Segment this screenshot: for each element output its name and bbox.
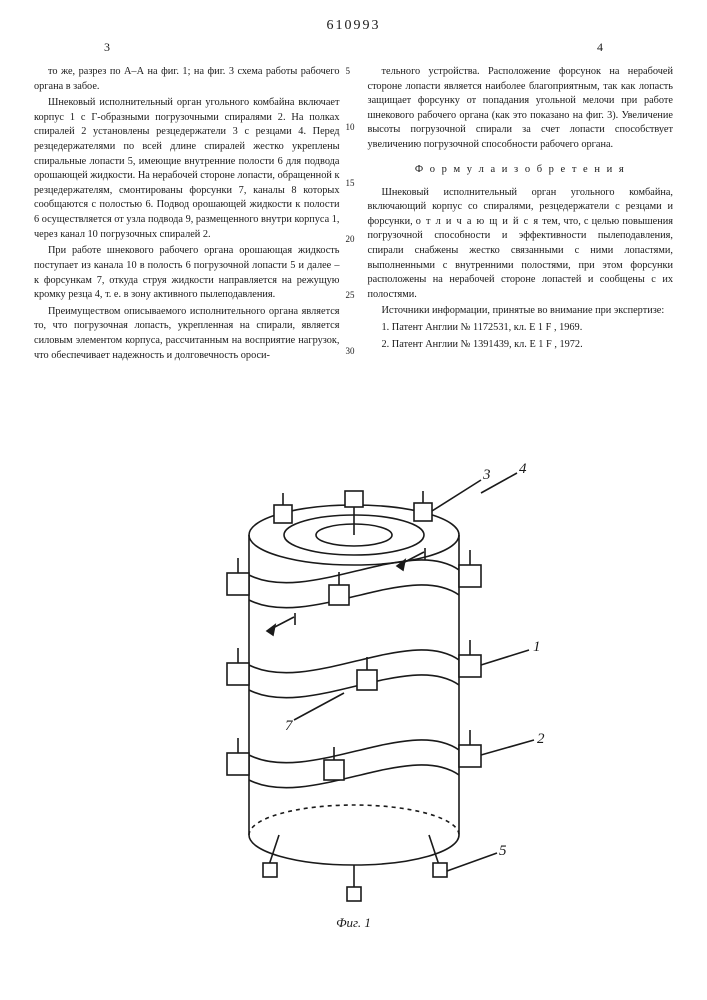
auger-diagram-svg: 4 3 1 2 5 7 — [119, 455, 589, 910]
page-number-left: 3 — [104, 40, 110, 55]
figure-caption: Фиг. 1 — [336, 915, 371, 931]
claim-tail: тем, что, с целью повышения погрузочной … — [368, 216, 674, 300]
source-2: 2. Патент Англии № 1391439, кл. E 1 F , … — [368, 338, 674, 353]
fig-label-7: 7 — [285, 718, 294, 734]
fig-label-2: 2 — [537, 731, 545, 747]
line-number: 30 — [346, 345, 355, 401]
claim-para: Шнековый исполнительный орган угольного … — [368, 186, 674, 303]
text-columns: то же, разрез по А–А на фиг. 1; на фиг. … — [34, 65, 673, 447]
line-number-gutter: 5 10 15 20 25 30 — [346, 65, 355, 401]
left-para-1: то же, разрез по А–А на фиг. 1; на фиг. … — [34, 65, 340, 94]
claim-distinct: о т л и ч а ю щ и й с я — [416, 216, 539, 227]
page-number-right: 4 — [597, 40, 603, 55]
left-para-3: При работе шнекового рабочего органа оро… — [34, 244, 340, 302]
patent-page: 610993 3 4 то же, разрез по А–А на фиг. … — [0, 0, 707, 1000]
figure-1: 4 3 1 2 5 7 Фиг. 1 — [34, 455, 673, 935]
line-number: 15 — [346, 177, 355, 233]
line-number: 5 — [346, 65, 355, 121]
left-para-4: Преимуществом описываемого исполнительно… — [34, 305, 340, 363]
column-right: тельного устройства. Расположение форсун… — [368, 65, 674, 447]
doc-number: 610993 — [34, 18, 673, 34]
line-number: 20 — [346, 233, 355, 289]
fig-label-4: 4 — [519, 461, 527, 477]
line-number: 10 — [346, 121, 355, 177]
source-1: 1. Патент Англии № 1172531, кл. E 1 F , … — [368, 321, 674, 336]
right-para-1: тельного устройства. Расположение форсун… — [368, 65, 674, 153]
fig-label-1: 1 — [533, 639, 541, 655]
fig-label-5: 5 — [499, 843, 507, 859]
line-number: 25 — [346, 289, 355, 345]
page-numbers: 3 4 — [34, 40, 673, 55]
claims-title: Ф о р м у л а и з о б р е т е н и я — [368, 163, 674, 178]
column-left: то же, разрез по А–А на фиг. 1; на фиг. … — [34, 65, 340, 447]
left-para-2: Шнековый исполнительный орган угольного … — [34, 96, 340, 242]
sources-title: Источники информации, принятые во вниман… — [368, 304, 674, 319]
fig-label-3: 3 — [482, 467, 491, 483]
